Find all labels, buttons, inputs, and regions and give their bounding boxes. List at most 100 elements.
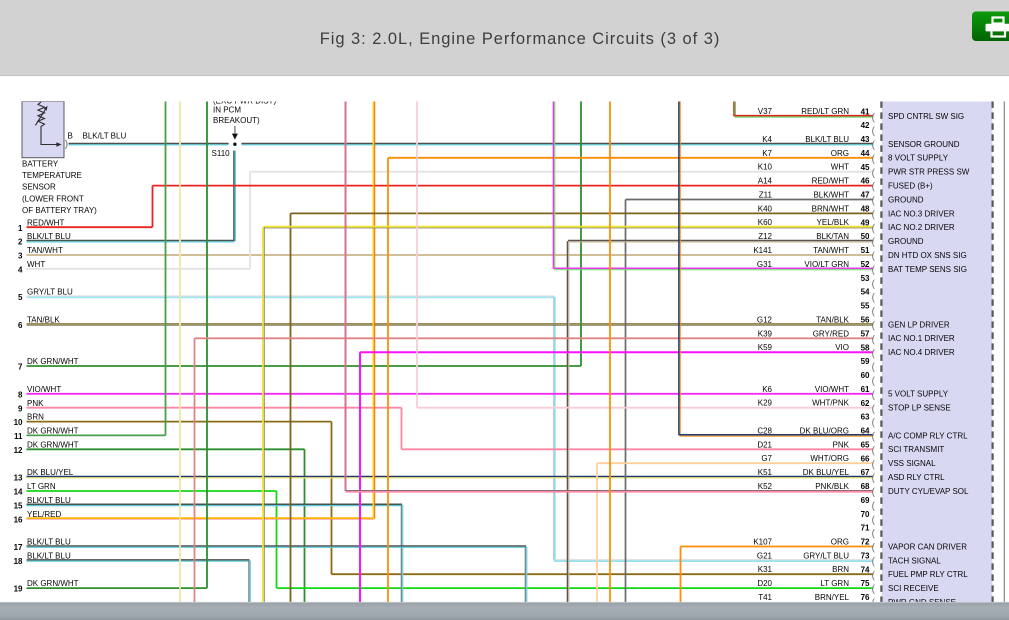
svg-text:K6: K6: [762, 385, 772, 394]
svg-text:16: 16: [14, 515, 23, 524]
svg-text:(: (: [872, 362, 876, 373]
svg-text:STOP LP SENSE: STOP LP SENSE: [888, 404, 951, 413]
svg-text:TAN/WHT: TAN/WHT: [27, 246, 63, 255]
svg-text:GRY/RED: GRY/RED: [813, 329, 850, 338]
svg-text:GRY/LT BLU: GRY/LT BLU: [27, 288, 73, 297]
svg-text:BRN/YEL: BRN/YEL: [815, 593, 850, 602]
svg-text:(: (: [872, 348, 876, 359]
svg-text:VIO: VIO: [835, 343, 849, 352]
svg-text:BLK/LT BLU: BLK/LT BLU: [27, 496, 71, 505]
svg-text:BREAKOUT): BREAKOUT): [213, 116, 260, 125]
svg-text:18: 18: [14, 557, 23, 566]
svg-text:VIO/LT GRN: VIO/LT GRN: [804, 260, 849, 269]
svg-text:K60: K60: [758, 218, 773, 227]
svg-text:BLK/LT BLU: BLK/LT BLU: [27, 232, 71, 241]
svg-text:DK BLU/ORG: DK BLU/ORG: [800, 426, 849, 435]
svg-text:VAPOR CAN DRIVER: VAPOR CAN DRIVER: [888, 542, 967, 551]
svg-text:TAN/BLK: TAN/BLK: [816, 315, 849, 324]
svg-text:(: (: [872, 404, 876, 415]
svg-text:14: 14: [14, 488, 23, 497]
svg-text:T41: T41: [758, 593, 772, 602]
svg-text:A/C COMP RLY CTRL: A/C COMP RLY CTRL: [888, 431, 968, 440]
svg-text:(: (: [872, 432, 876, 443]
svg-text:DK GRN/WHT: DK GRN/WHT: [27, 357, 79, 366]
svg-text:65: 65: [861, 440, 870, 449]
svg-text:Z11: Z11: [759, 191, 773, 200]
svg-text:SCI TRANSMIT: SCI TRANSMIT: [888, 445, 944, 454]
svg-text:(: (: [872, 182, 876, 193]
svg-text:5 VOLT SUPPLY: 5 VOLT SUPPLY: [888, 390, 949, 399]
svg-text:PWR STR PRESS SW: PWR STR PRESS SW: [888, 168, 970, 177]
svg-text:IN PCM: IN PCM: [213, 106, 241, 115]
svg-text:(: (: [872, 140, 876, 151]
svg-text:70: 70: [861, 510, 870, 519]
svg-text:IAC NO.2 DRIVER: IAC NO.2 DRIVER: [888, 223, 955, 232]
svg-text:69: 69: [861, 496, 870, 505]
svg-text:TACH SIGNAL: TACH SIGNAL: [888, 556, 941, 565]
svg-text:(: (: [872, 126, 876, 137]
svg-text:PNK: PNK: [27, 399, 44, 408]
svg-text:73: 73: [861, 552, 870, 561]
svg-text:WHT/PNK: WHT/PNK: [812, 399, 850, 408]
svg-text:Z12: Z12: [758, 232, 772, 241]
svg-text:51: 51: [861, 246, 870, 255]
svg-text:(: (: [872, 473, 876, 484]
svg-text:60: 60: [861, 371, 870, 380]
svg-text:K4: K4: [762, 135, 772, 144]
svg-text:76: 76: [861, 593, 870, 602]
svg-text:TAN/BLK: TAN/BLK: [27, 316, 60, 325]
svg-text:WHT/ORG: WHT/ORG: [810, 454, 849, 463]
svg-text:8 VOLT SUPPLY: 8 VOLT SUPPLY: [888, 154, 949, 163]
svg-text:G31: G31: [757, 260, 773, 269]
svg-text:54: 54: [861, 288, 870, 297]
svg-text:47: 47: [861, 191, 870, 200]
svg-text:13: 13: [14, 474, 23, 483]
svg-text:17: 17: [14, 543, 23, 552]
svg-text:SENSOR GROUND: SENSOR GROUND: [888, 140, 960, 149]
svg-text:B: B: [68, 132, 73, 141]
svg-text:YEL/RED: YEL/RED: [27, 510, 61, 519]
svg-text:LT GRN: LT GRN: [820, 579, 849, 588]
svg-text:(: (: [872, 210, 876, 221]
svg-text:BAT TEMP SENS SIG: BAT TEMP SENS SIG: [888, 265, 967, 274]
svg-text:BLK/LT BLU: BLK/LT BLU: [27, 538, 71, 547]
svg-text:(: (: [872, 223, 876, 234]
svg-text:5: 5: [18, 293, 23, 302]
svg-text:K31: K31: [758, 565, 773, 574]
svg-text:G12: G12: [757, 315, 773, 324]
svg-text:10: 10: [14, 418, 23, 427]
svg-text:K52: K52: [758, 482, 773, 491]
svg-text:44: 44: [861, 149, 870, 158]
svg-text:46: 46: [861, 177, 870, 186]
svg-text:GRY/LT BLU: GRY/LT BLU: [803, 551, 849, 560]
svg-text:D21: D21: [757, 440, 772, 449]
svg-text:67: 67: [861, 468, 870, 477]
svg-text:SCI RECEIVE: SCI RECEIVE: [888, 584, 939, 593]
svg-text:K107: K107: [753, 538, 772, 547]
svg-text:(: (: [872, 445, 876, 456]
svg-text:YEL/BLK: YEL/BLK: [817, 218, 850, 227]
svg-text:BATTERY: BATTERY: [22, 160, 59, 169]
svg-text:(: (: [872, 168, 876, 179]
svg-text:43: 43: [861, 135, 870, 144]
svg-text:BRN/WHT: BRN/WHT: [812, 204, 849, 213]
svg-text:BLK/LT BLU: BLK/LT BLU: [27, 552, 71, 561]
svg-text:(: (: [872, 154, 876, 165]
svg-text:IAC NO.1 DRIVER: IAC NO.1 DRIVER: [888, 334, 955, 343]
svg-text:IAC NO.4 DRIVER: IAC NO.4 DRIVER: [888, 348, 955, 357]
svg-text:(: (: [872, 279, 876, 290]
svg-text:(: (: [872, 321, 876, 332]
svg-text:Fig 3: 2.0L, Engine Performanc: Fig 3: 2.0L, Engine Performance Circuits…: [320, 30, 721, 48]
svg-text:55: 55: [861, 302, 870, 311]
svg-text:S110: S110: [212, 149, 231, 158]
svg-text:19: 19: [14, 585, 23, 594]
svg-text:K10: K10: [758, 163, 773, 172]
svg-text:LT GRN: LT GRN: [27, 482, 56, 491]
svg-text:TEMPERATURE: TEMPERATURE: [22, 171, 82, 180]
svg-text:K59: K59: [758, 343, 773, 352]
svg-text:K7: K7: [762, 149, 772, 158]
svg-text:62: 62: [861, 399, 870, 408]
svg-text:BLK/LT BLU: BLK/LT BLU: [83, 132, 127, 141]
svg-text:WHT: WHT: [831, 163, 849, 172]
svg-text:(: (: [872, 584, 876, 595]
